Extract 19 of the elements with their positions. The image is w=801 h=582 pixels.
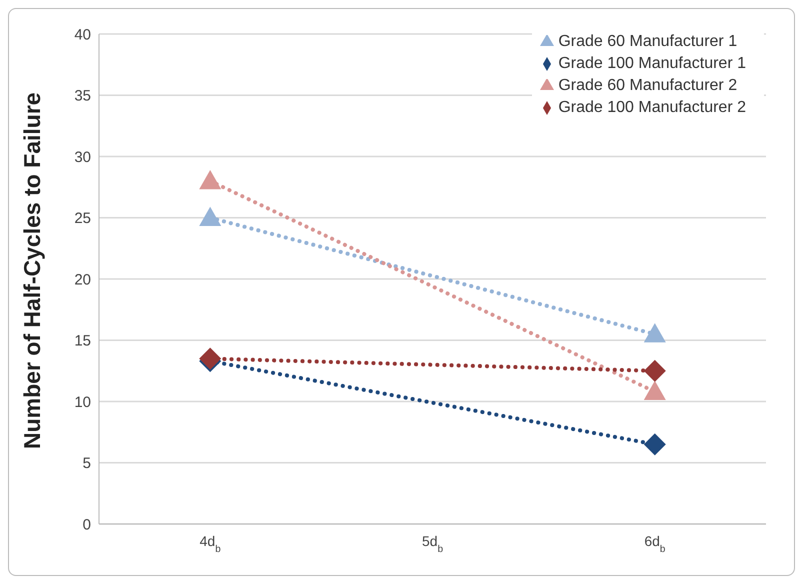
- point: [644, 360, 666, 382]
- legend-label: Grade 100 Manufacturer 2: [558, 99, 746, 116]
- y-tick-label: 0: [82, 516, 91, 534]
- y-tick-label: 35: [74, 88, 91, 105]
- point: [644, 433, 666, 456]
- x-tick-label: 6d$_{b}$: [644, 533, 666, 554]
- legend-label: Grade 100 Manufacturer 1: [558, 55, 746, 72]
- y-tick-label: 10: [74, 394, 91, 411]
- y-tick-label: 20: [74, 271, 91, 288]
- y-tick-label: 15: [74, 332, 91, 350]
- y-tick-label: 30: [74, 148, 91, 166]
- x-tick-label: 4d$_{b}$: [200, 533, 222, 554]
- legend-label: Grade 60 Manufacturer 1: [558, 33, 738, 50]
- y-axis-title: Number of Half-Cycles to Failure: [19, 92, 46, 449]
- legend-label: Grade 60 Manufacturer 2: [558, 77, 738, 94]
- y-tick-label: 5: [82, 455, 91, 472]
- x-tick-label: 5d$_{b}$: [422, 533, 444, 554]
- y-tick-label: 25: [74, 210, 91, 228]
- y-tick-label: 40: [74, 26, 91, 44]
